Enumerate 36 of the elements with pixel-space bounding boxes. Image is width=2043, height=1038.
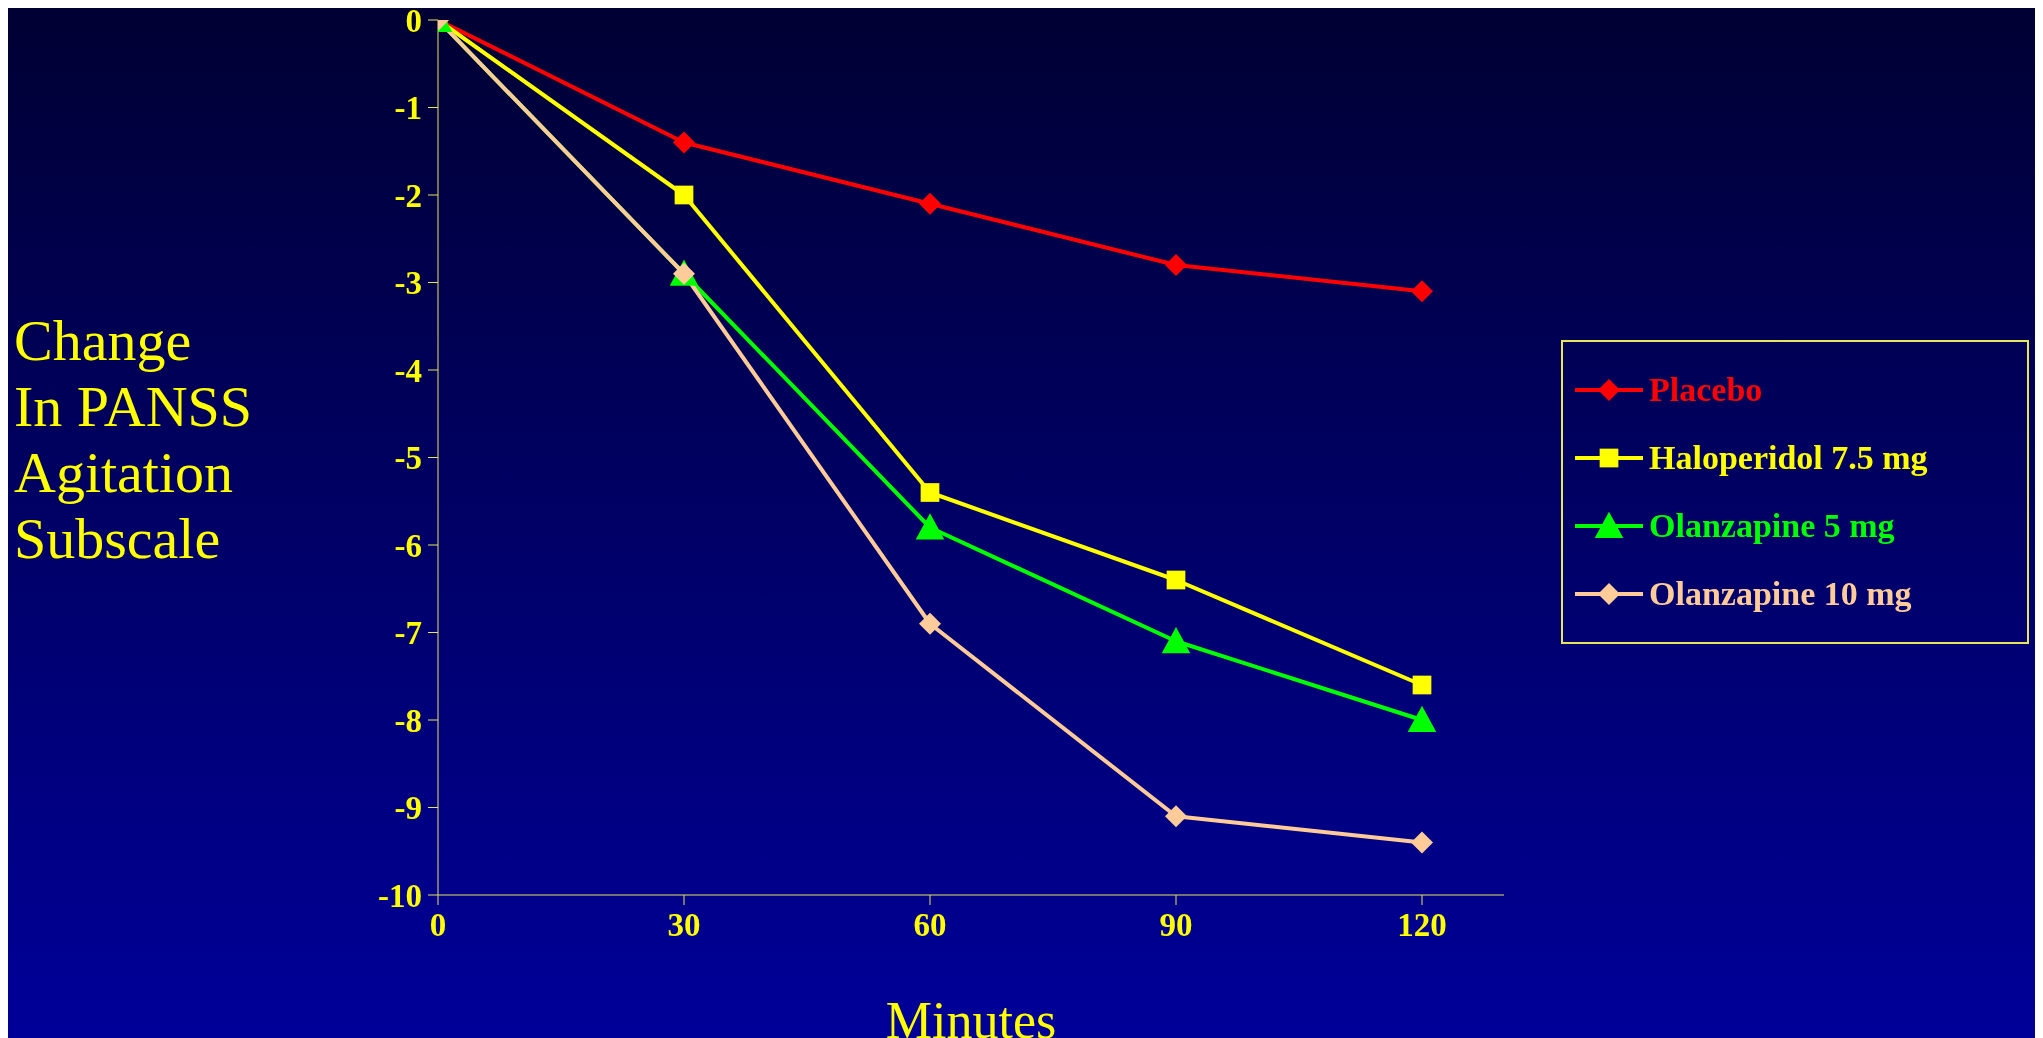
y-tick-label: -9 <box>394 790 422 827</box>
x-tick-label: 60 <box>913 907 947 944</box>
legend-label: Olanzapine 10 mg <box>1649 575 1912 613</box>
y-tick-label: -1 <box>394 90 422 127</box>
point <box>1165 254 1187 276</box>
point <box>920 483 940 502</box>
point <box>919 192 941 215</box>
y-tick-label: -7 <box>394 615 422 652</box>
x-axis-title: Minutes <box>885 992 1057 1038</box>
y-tick-label: 0 <box>405 2 422 39</box>
x-tick-label: 120 <box>1397 907 1447 944</box>
legend-label: Olanzapine 5 mg <box>1649 507 1895 545</box>
x-tick-label: 30 <box>667 907 701 944</box>
point <box>1411 831 1433 854</box>
point <box>1411 280 1433 303</box>
y-tick-label: -10 <box>378 877 422 914</box>
x-tick-label: 0 <box>429 907 447 944</box>
y-tick-label: -4 <box>394 352 422 389</box>
point <box>674 185 694 205</box>
legend-label: Placebo <box>1649 371 1763 409</box>
point <box>1407 705 1437 733</box>
y-tick-label: -2 <box>394 177 422 214</box>
x-tick-label: 90 <box>1159 907 1193 944</box>
y-tick-label: -5 <box>394 440 422 477</box>
y-tick-label: -6 <box>394 527 422 564</box>
point <box>915 513 945 540</box>
point <box>1166 570 1186 590</box>
point <box>1412 675 1432 695</box>
point <box>1161 626 1191 654</box>
point <box>673 131 695 154</box>
point <box>1165 805 1187 828</box>
y-axis-title: Change In PANSS Agitation Subscale <box>14 308 253 572</box>
legend-label: Haloperidol 7.5 mg <box>1649 439 1928 477</box>
point <box>919 612 941 635</box>
y-tick-label: -3 <box>394 265 422 302</box>
y-tick-label: -8 <box>394 702 422 739</box>
